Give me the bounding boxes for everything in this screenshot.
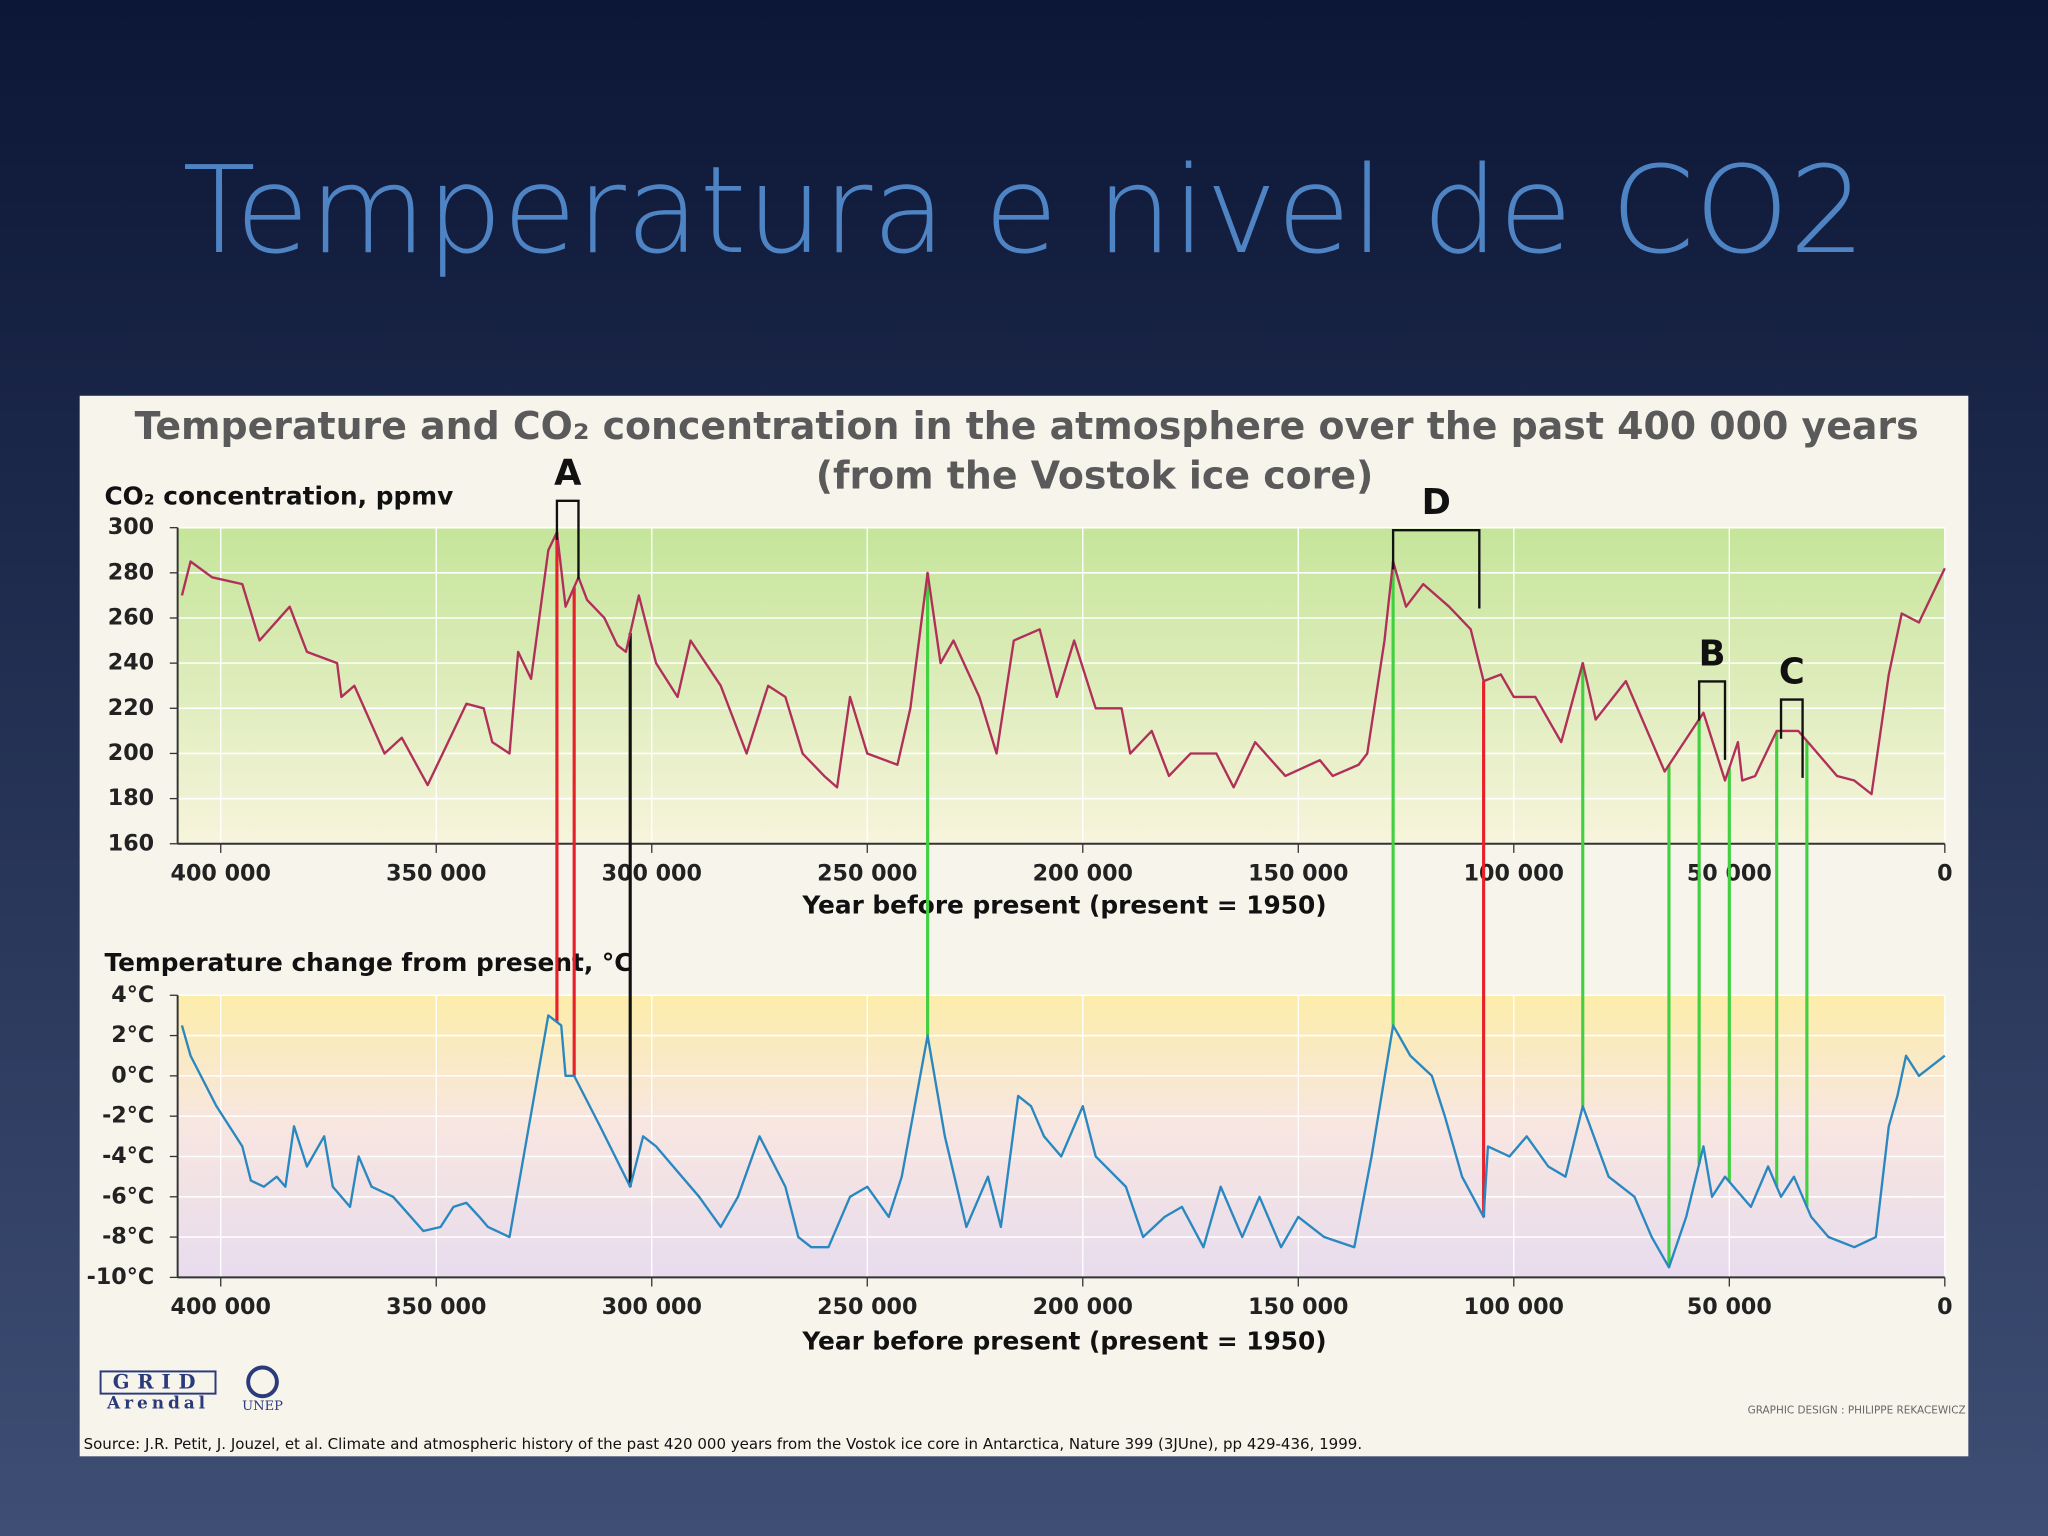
y-tick-label: 260 [108, 604, 154, 630]
y-tick-label: -8°C [102, 1224, 154, 1250]
y-tick-label: 240 [108, 650, 154, 676]
slide-title: Temperatura e nivel de CO2 [182, 141, 1865, 281]
y-tick-label: 0°C [111, 1062, 154, 1088]
logo-unep: UNEP [242, 1399, 283, 1414]
logo-grid: GRID [113, 1371, 203, 1394]
x-tick-label: 50 000 [1687, 1294, 1772, 1320]
annotation-bracket [1391, 529, 1481, 609]
x-tick-label: 400 000 [171, 1294, 271, 1320]
x-tick-label: 400 000 [171, 860, 271, 886]
figure-title: Temperature and CO₂ concentration in the… [135, 404, 1919, 448]
logo-arendal: Arendal [106, 1394, 209, 1414]
x-tick-label: 300 000 [602, 860, 702, 886]
credit: GRAPHIC DESIGN : PHILIPPE REKACEWICZ [1748, 1405, 1966, 1417]
data-line [180, 1014, 1946, 1269]
x-tick-label: 350 000 [386, 860, 486, 886]
plot-background [177, 995, 1945, 1278]
y-tick-label: -6°C [102, 1183, 154, 1209]
figure-subtitle: (from the Vostok ice core) [816, 454, 1374, 498]
y-axis-label: CO₂ concentration, ppmv [104, 482, 453, 511]
logo-unep-emblem [246, 1365, 279, 1399]
y-tick-label: 2°C [111, 1022, 154, 1048]
logos: GRID Arendal UNEP [99, 1365, 283, 1414]
x-tick-label: 250 000 [817, 860, 917, 886]
y-tick-label: -10°C [87, 1264, 154, 1290]
annotation-bracket [1697, 680, 1727, 760]
y-tick-label: -4°C [102, 1143, 154, 1169]
x-tick-label: 200 000 [1033, 1294, 1133, 1320]
y-tick-label: 160 [108, 830, 154, 856]
x-tick-label: 200 000 [1033, 860, 1133, 886]
data-line [180, 531, 1946, 796]
annotation-bracket [555, 499, 580, 580]
y-tick-label: 200 [108, 740, 154, 766]
x-tick-label: 0 [1937, 1294, 1952, 1320]
annotation-label: A [554, 453, 582, 494]
y-tick-label: 220 [108, 695, 154, 721]
y-tick-label: -2°C [102, 1103, 154, 1129]
x-tick-label: 150 000 [1248, 860, 1348, 886]
x-axis-label: Year before present (present = 1950) [801, 1327, 1326, 1356]
x-axis-label: Year before present (present = 1950) [801, 890, 1326, 919]
x-tick-label: 0 [1937, 860, 1952, 886]
y-tick-label: 300 [108, 514, 154, 540]
x-tick-label: 300 000 [602, 1294, 702, 1320]
x-tick-label: 250 000 [817, 1294, 917, 1320]
logo-box [99, 1370, 217, 1395]
source: Source: J.R. Petit, J. Jouzel, et al. Cl… [84, 1435, 1363, 1453]
x-tick-label: 100 000 [1464, 860, 1564, 886]
x-tick-label: 100 000 [1464, 1294, 1564, 1320]
y-axis-label: Temperature change from present, °C [104, 948, 632, 977]
annotation-label: B [1699, 633, 1726, 674]
y-tick-label: 4°C [111, 982, 154, 1008]
annotation-label: C [1779, 651, 1805, 692]
annotation-bracket [1779, 698, 1804, 778]
x-tick-label: 150 000 [1248, 1294, 1348, 1320]
y-tick-label: 280 [108, 559, 154, 585]
y-tick-label: 180 [108, 785, 154, 811]
annotation-label: D [1422, 482, 1451, 523]
x-tick-label: 350 000 [386, 1294, 486, 1320]
